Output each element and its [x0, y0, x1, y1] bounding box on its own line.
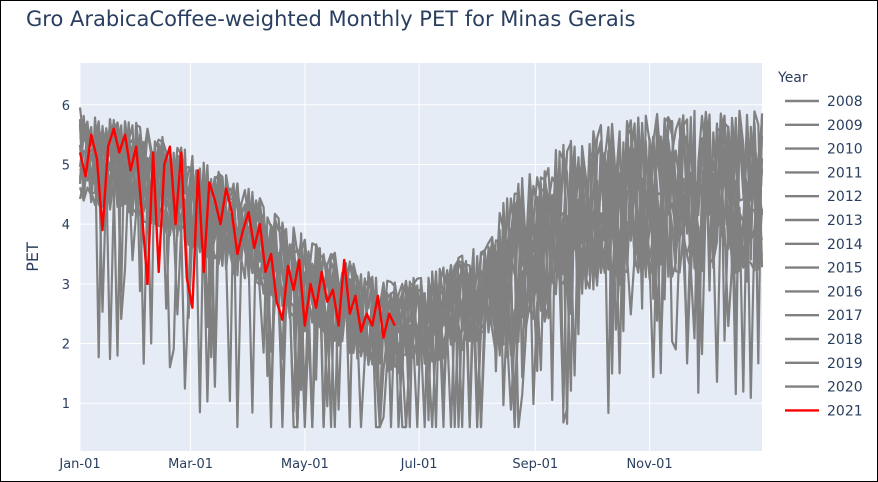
legend-label-2013: 2013: [827, 213, 863, 229]
x-tick-label: Sep-01: [512, 457, 558, 472]
legend-label-2009: 2009: [827, 118, 863, 134]
legend-label-2015: 2015: [827, 261, 863, 277]
y-tick-label: 6: [62, 99, 70, 114]
x-tick-label: Nov-01: [626, 457, 672, 472]
legend-title: Year: [777, 70, 808, 86]
y-tick-label: 5: [62, 158, 70, 173]
legend-label-2019: 2019: [827, 356, 863, 372]
axes: 1 2 3 4 5 6 Jan-01 Mar-01 May-01 Jul-01 Sep-01 Nov-…: [58, 99, 672, 472]
legend-label-2020: 2020: [827, 380, 863, 396]
legend-label-2008: 2008: [827, 94, 863, 110]
series-line-2020: [78, 113, 764, 429]
legend-label-2016: 2016: [827, 284, 863, 300]
legend-label-2012: 2012: [827, 189, 863, 205]
y-tick-label: 1: [62, 397, 70, 412]
legend-label-2011: 2011: [827, 165, 863, 181]
x-tick-label: Jan-01: [58, 457, 100, 472]
y-tick-label: 2: [62, 338, 70, 353]
x-tick-label: May-01: [281, 457, 329, 472]
y-axis-label: PET: [23, 242, 42, 272]
series-line-2021: [78, 127, 396, 339]
history-lines: [78, 107, 764, 429]
y-tick-label: 3: [62, 278, 70, 293]
legend-label-2010: 2010: [827, 142, 863, 158]
y-tick-label: 4: [62, 218, 70, 233]
legend-label-2014: 2014: [827, 237, 863, 253]
legend-label-2018: 2018: [827, 332, 863, 348]
x-tick-label: Jul-01: [400, 457, 438, 472]
chart-title: Gro ArabicaCoffee-weighted Monthly PET f…: [26, 7, 636, 31]
x-tick-label: Mar-01: [168, 457, 213, 472]
highlight-line: [78, 127, 396, 339]
legend-label-2021: 2021: [827, 403, 863, 419]
legend[interactable]: Year 2008 2009 2010 2011 2012 2013 2014 2015 201…: [777, 70, 863, 419]
legend-label-2017: 2017: [827, 308, 863, 324]
